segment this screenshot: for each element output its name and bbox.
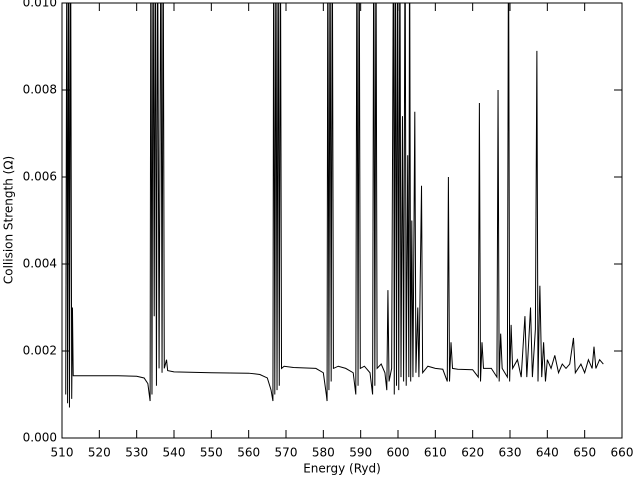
y-tick-label: 0.004 <box>23 257 57 271</box>
x-tick-label: 530 <box>125 446 148 460</box>
x-tick-label: 600 <box>387 446 410 460</box>
y-tick-label: 0.006 <box>23 170 57 184</box>
y-tick-label: 0.000 <box>23 431 57 445</box>
x-tick-label: 650 <box>573 446 596 460</box>
x-tick-label: 540 <box>163 446 186 460</box>
y-tick-label: 0.010 <box>23 0 57 10</box>
x-tick-label: 610 <box>424 446 447 460</box>
x-tick-label: 660 <box>611 446 634 460</box>
x-tick-label: 550 <box>200 446 223 460</box>
x-tick-label: 590 <box>349 446 372 460</box>
x-tick-label: 570 <box>275 446 298 460</box>
x-tick-label: 580 <box>312 446 335 460</box>
x-axis-label: Energy (Ryd) <box>303 462 381 476</box>
x-tick-label: 630 <box>499 446 522 460</box>
y-tick-label: 0.008 <box>23 83 57 97</box>
y-tick-label: 0.002 <box>23 344 57 358</box>
y-axis-label: Collision Strength (Ω) <box>2 156 16 284</box>
x-tick-label: 620 <box>461 446 484 460</box>
data-line <box>65 3 604 408</box>
x-tick-label: 510 <box>51 446 74 460</box>
x-tick-label: 520 <box>88 446 111 460</box>
plot-frame <box>61 2 623 439</box>
x-tick-label: 640 <box>536 446 559 460</box>
x-tick-label: 560 <box>237 446 260 460</box>
